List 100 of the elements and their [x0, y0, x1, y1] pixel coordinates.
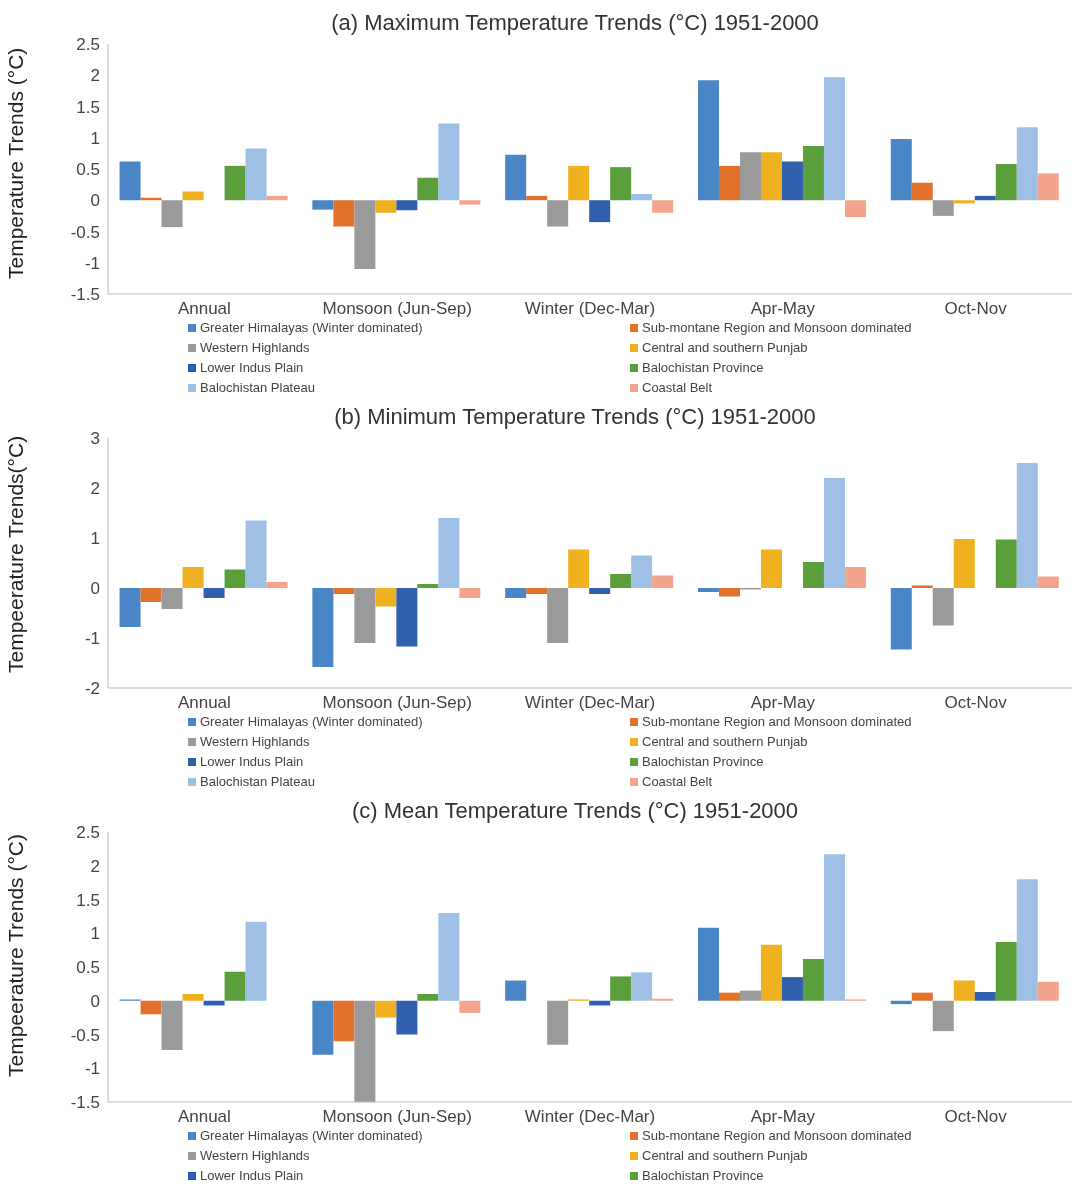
y-tick-label: 0.5: [76, 958, 100, 978]
bar: [631, 555, 653, 588]
y-tick-label: 1.5: [76, 890, 100, 910]
bar: [890, 139, 912, 201]
legend-label: Lower Indus Plain: [200, 753, 304, 771]
legend-label: Balochistan Province: [642, 1167, 764, 1185]
bar: [417, 584, 439, 588]
legend-label: Sub-montane Region and Monsoon dominated: [642, 1127, 912, 1145]
bar: [932, 588, 954, 626]
bar: [1037, 981, 1059, 1001]
bar: [161, 200, 183, 228]
bar: [610, 167, 632, 201]
chart-title: (a) Maximum Temperature Trends (°C) 1951-2000: [331, 10, 819, 35]
bar: [953, 539, 975, 588]
bar: [697, 927, 719, 1001]
y-axis-title: Tempeerature Trends(°C): [4, 435, 28, 673]
bar: [182, 994, 204, 1001]
bar: [760, 152, 782, 201]
bar: [459, 1000, 481, 1013]
bar: [802, 958, 824, 1001]
bar: [396, 588, 418, 647]
bar: [1016, 879, 1038, 1001]
x-tick-label: Annual: [177, 693, 231, 713]
y-tick-label: 2: [90, 479, 100, 499]
legend-label: Balochistan Province: [642, 359, 764, 377]
bar: [589, 200, 611, 223]
legend-label: Central and southern Punjab: [642, 339, 808, 357]
bar: [182, 191, 204, 201]
bar: [333, 588, 355, 594]
bar: [438, 913, 460, 1001]
y-tick-label: 0: [90, 991, 100, 1011]
bar: [631, 194, 653, 201]
bar: [1016, 463, 1038, 588]
y-tick-label: -0.5: [70, 222, 100, 242]
y-tick-label: -1: [84, 253, 100, 273]
y-tick-label: -1.5: [70, 1093, 100, 1113]
bar: [312, 588, 334, 667]
x-tick-label: Annual: [177, 1107, 231, 1127]
bar: [119, 588, 141, 627]
bar: [245, 921, 267, 1001]
y-tick-label: 1: [90, 529, 100, 549]
bar: [652, 200, 674, 213]
bar: [760, 944, 782, 1001]
bar: [312, 200, 334, 210]
chart-title: (c) Mean Temperature Trends (°C) 1951-2000: [351, 798, 799, 823]
bar: [739, 990, 761, 1001]
x-tick-label: Monsoon (Jun-Sep): [322, 693, 472, 713]
bar: [459, 588, 481, 598]
y-tick-label: 1.5: [76, 97, 100, 117]
bar: [781, 977, 803, 1001]
bar: [547, 588, 569, 643]
legend-label: Central and southern Punjab: [642, 1147, 808, 1165]
bar: [932, 200, 954, 216]
bar: [953, 980, 975, 1001]
bar: [781, 161, 803, 201]
bar: [911, 992, 933, 1001]
y-tick-label: 2.5: [76, 823, 100, 843]
bar: [995, 942, 1017, 1001]
bar: [333, 1000, 355, 1042]
x-tick-label: Oct-Nov: [944, 299, 1008, 319]
bar: [652, 575, 674, 588]
legend-label: Western Highlands: [200, 733, 310, 751]
bar: [718, 992, 740, 1001]
bar: [1016, 127, 1038, 201]
bar: [568, 549, 590, 588]
y-tick-label: -2: [84, 679, 100, 699]
bar: [140, 588, 162, 602]
bar: [823, 77, 845, 201]
legend-label: Coastal Belt: [642, 379, 713, 397]
legend-label: Balochistan Plateau: [200, 379, 315, 397]
legend-label: Sub-montane Region and Monsoon dominated: [642, 713, 912, 731]
y-axis-title: Temperature Trends (°C): [4, 47, 28, 279]
legend-label: Sub-montane Region and Monsoon dominated: [642, 319, 912, 337]
bar: [1037, 576, 1059, 588]
y-tick-label: 2: [90, 66, 100, 86]
bar: [547, 1000, 569, 1045]
bar: [396, 200, 418, 211]
x-tick-label: Winter (Dec-Mar): [524, 1107, 656, 1127]
bar: [697, 588, 719, 592]
x-tick-label: Winter (Dec-Mar): [524, 299, 656, 319]
bar: [932, 1000, 954, 1032]
y-tick-label: 2.5: [76, 35, 100, 55]
x-tick-label: Apr-May: [750, 693, 816, 713]
chart-title: (b) Minimum Temperature Trends (°C) 1951-2000: [334, 404, 816, 429]
y-tick-label: 0.5: [76, 160, 100, 180]
bar: [354, 588, 376, 643]
bar: [802, 562, 824, 588]
bar: [697, 80, 719, 201]
x-tick-label: Apr-May: [750, 1107, 816, 1127]
x-tick-label: Oct-Nov: [944, 693, 1008, 713]
bar: [140, 1000, 162, 1015]
bar: [375, 588, 397, 607]
bar: [354, 200, 376, 269]
bar: [438, 123, 460, 201]
bar: [417, 994, 439, 1001]
bar: [438, 518, 460, 588]
bar: [203, 588, 225, 598]
x-tick-label: Winter (Dec-Mar): [524, 693, 656, 713]
bar: [974, 195, 996, 201]
bar: [547, 200, 569, 227]
